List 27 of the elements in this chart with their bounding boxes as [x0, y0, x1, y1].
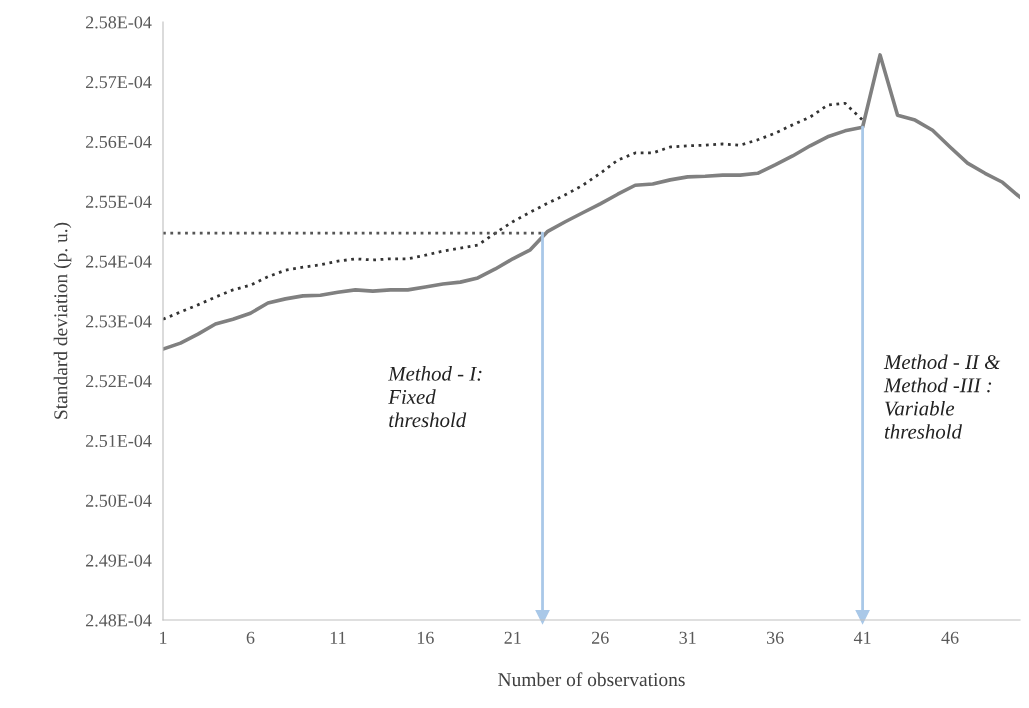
y-axis-title: Standard deviation (p. u.) — [53, 222, 72, 419]
annotation: Method - II & Method -III : Variable threshold — [883, 354, 1001, 439]
y-tick-label: 2.56E-04 — [85, 135, 152, 149]
x-tick-label: 26 — [592, 631, 609, 644]
y-tick-label: 2.48E-04 — [85, 614, 152, 627]
y-tick-label: 2.49E-04 — [85, 554, 152, 567]
y-tick-label: 2.52E-04 — [85, 375, 152, 388]
y-tick-label: 2.50E-04 — [85, 494, 152, 507]
x-tick-label: 6 — [246, 631, 255, 644]
x-tick-label: 41 — [853, 631, 871, 644]
line-series — [163, 53, 1020, 351]
annotation: Method - I: Fixed threshold — [388, 366, 482, 428]
y-tick-label: 2.57E-04 — [85, 76, 152, 89]
line-series — [163, 101, 864, 321]
x-tick-label: 46 — [941, 631, 959, 644]
y-tick-label: 2.58E-04 — [85, 16, 152, 29]
x-tick-label: 36 — [766, 631, 784, 644]
y-tick-label: 2.53E-04 — [85, 315, 152, 328]
y-tick-label: 2.55E-04 — [85, 195, 152, 208]
x-tick-label: 31 — [679, 631, 696, 644]
x-tick-label: 11 — [330, 631, 346, 644]
x-tick-label: 21 — [504, 631, 521, 644]
x-axis-title: Number of observations — [498, 672, 685, 687]
y-tick-label: 2.51E-04 — [85, 434, 152, 448]
y-tick-label: 2.54E-04 — [85, 255, 152, 268]
x-tick-label: 16 — [417, 631, 434, 644]
x-tick-label: 1 — [160, 631, 167, 644]
